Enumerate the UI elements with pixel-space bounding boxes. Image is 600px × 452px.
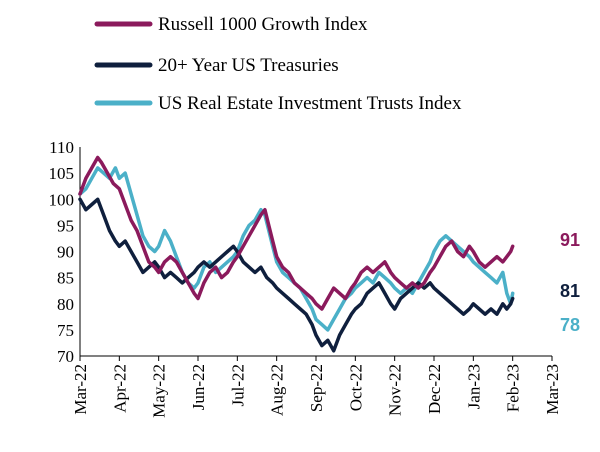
legend: Russell 1000 Growth Index 20+ Year US Tr… [94,14,462,114]
x-tick-label: Nov-22 [386,364,405,416]
y-axis: 70 75 80 85 90 95 100 105 110 [49,138,81,366]
y-tick-label: 105 [49,164,75,183]
end-labels: 91 81 78 [560,230,580,335]
x-tick-label: May-22 [150,364,169,418]
y-tick-label: 70 [57,347,74,366]
legend-item-reits: US Real Estate Investment Trusts Index [94,93,462,114]
series-line-treasuries [78,197,515,353]
end-label-reits: 78 [560,315,580,335]
end-label-treasuries: 81 [560,281,580,301]
y-tick-label: 90 [57,243,74,262]
y-tick-label: 75 [57,321,74,340]
legend-label-russell: Russell 1000 Growth Index [158,14,368,35]
x-axis: Mar-22 Apr-22 May-22 Jun-22 Jul-22 Aug-22 Sep-… [71,355,562,418]
plot-area [78,155,515,353]
legend-item-treasuries: 20+ Year US Treasuries [94,55,339,76]
y-tick-label: 80 [57,295,74,314]
end-label-russell: 91 [560,230,580,250]
y-tick-label: 110 [49,138,74,157]
series-line-russell [78,155,515,311]
x-tick-label: Sep-22 [307,364,326,412]
y-tick-label: 100 [49,190,75,209]
x-tick-label: Apr-22 [110,364,129,413]
x-tick-label: Dec-22 [425,364,444,414]
legend-label-reits: US Real Estate Investment Trusts Index [158,93,462,114]
y-tick-label: 95 [57,216,74,235]
x-tick-label: Mar-23 [543,364,562,415]
x-tick-label: Feb-23 [504,364,523,412]
x-tick-label: Jan-23 [464,364,483,409]
x-tick-label: Aug-22 [268,364,287,416]
y-tick-label: 85 [57,269,74,288]
legend-label-treasuries: 20+ Year US Treasuries [158,55,339,76]
x-tick-label: Jul-22 [228,364,247,407]
legend-item-russell: Russell 1000 Growth Index [94,14,368,35]
x-tick-label: Mar-22 [71,364,90,415]
x-tick-label: Oct-22 [346,364,365,411]
x-tick-label: Jun-22 [189,364,208,410]
